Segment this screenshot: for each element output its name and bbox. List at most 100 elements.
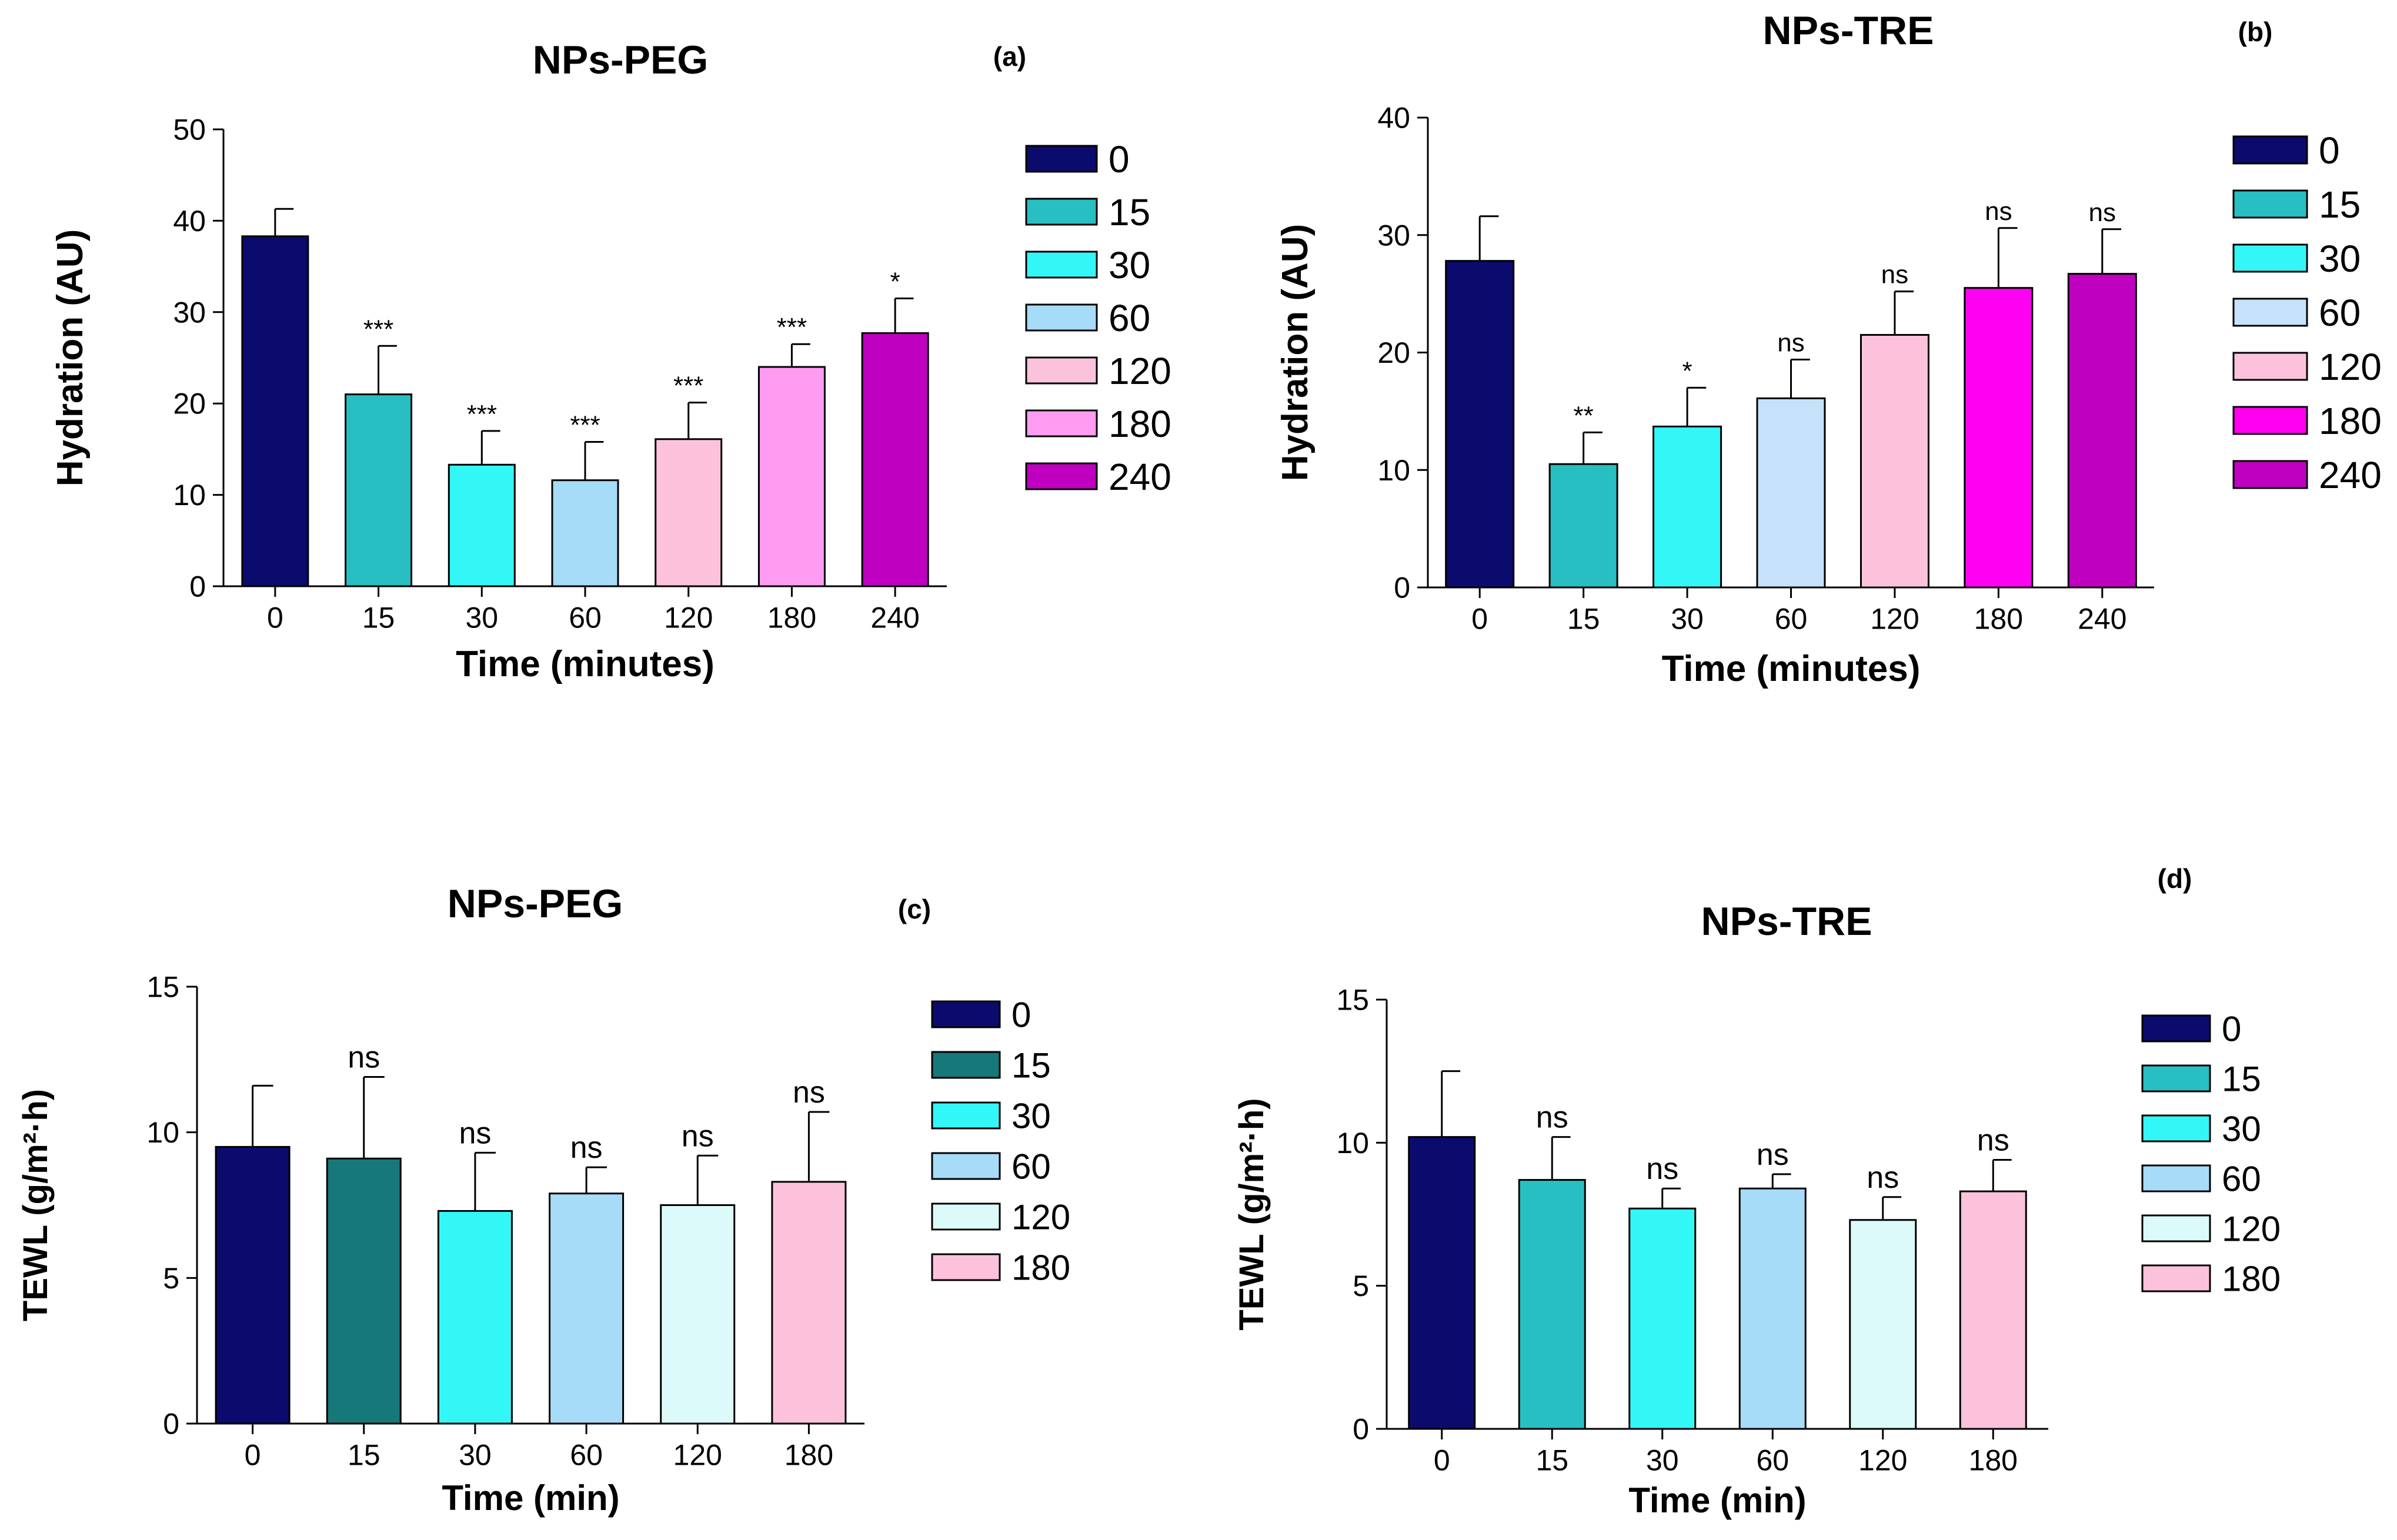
legend-label: 120 (1109, 350, 1171, 392)
legend-label: 180 (2319, 400, 2382, 442)
legend-swatch (1025, 409, 1098, 437)
legend-label: 0 (1109, 138, 1130, 181)
legend-label: 0 (2319, 129, 2340, 172)
x-tick-label: 15 (362, 602, 395, 634)
significance-label: ns (1881, 260, 1908, 289)
legend-swatch (931, 1101, 1001, 1130)
significance-label: *** (673, 372, 703, 400)
y-tick-label: 50 (173, 113, 206, 146)
significance-label: *** (570, 410, 600, 439)
legend-label: 15 (1011, 1046, 1051, 1085)
panel-label: (a) (993, 41, 1026, 72)
legend-label: 0 (2222, 1010, 2241, 1049)
significance-label: ns (1977, 1124, 2009, 1158)
legend-swatch (2232, 243, 2308, 273)
x-axis-label: Time (minutes) (456, 644, 715, 684)
x-tick-label: 0 (1471, 603, 1488, 636)
legend-swatch (2141, 1014, 2211, 1043)
legend-label: 60 (2319, 292, 2361, 334)
x-tick-label: 0 (1434, 1444, 1450, 1477)
y-axis-label: Hydration (AU) (50, 229, 91, 486)
significance-label: ns (682, 1119, 714, 1153)
significance-label: ns (1646, 1152, 1678, 1186)
significance-label: *** (467, 400, 497, 429)
chart-title: NPs-TRE (1701, 899, 1872, 944)
significance-label: ns (793, 1075, 825, 1110)
x-tick-label: 15 (1567, 603, 1600, 636)
legend-label: 240 (2319, 454, 2382, 496)
legend-swatch (931, 1051, 1001, 1079)
legend-label: 60 (2222, 1160, 2261, 1199)
bar-15 (345, 393, 413, 587)
bar-180 (757, 366, 826, 587)
panel-c: NPs-PEG (c) 0 5 10 15 TEWL (g/m²·h) Time (min) 0… (0, 764, 1198, 1540)
bar-60 (1738, 1187, 1807, 1430)
legend-swatch (2232, 298, 2308, 327)
panel-label: (d) (2158, 863, 2192, 894)
panel-label: (b) (2238, 16, 2273, 47)
bar-60 (549, 1192, 625, 1425)
x-tick-label: 120 (1858, 1444, 1907, 1477)
legend-swatch (931, 1253, 1001, 1281)
y-axis-label: Hydration (AU) (1275, 224, 1316, 481)
legend-swatch (931, 1202, 1001, 1231)
significance-label: *** (777, 313, 807, 342)
legend-swatch (2141, 1264, 2211, 1292)
significance-label: ns (459, 1116, 491, 1150)
significance-label: *** (363, 315, 393, 343)
x-tick-label: 60 (570, 1439, 603, 1472)
x-tick-label: 15 (1535, 1444, 1568, 1477)
x-tick-label: 120 (673, 1439, 722, 1472)
chart-title: NPs-PEG (533, 38, 709, 82)
significance-label: ns (1757, 1138, 1789, 1172)
significance-label: ns (2089, 198, 2116, 227)
legend-label: 120 (2319, 346, 2382, 388)
x-tick-label: 30 (465, 602, 498, 634)
legend-swatch (2141, 1214, 2211, 1242)
legend-swatch (2141, 1164, 2211, 1192)
legend-label: 60 (1109, 297, 1150, 339)
x-tick-label: 0 (245, 1439, 261, 1472)
bar-30 (448, 463, 516, 587)
y-tick-label: 15 (146, 971, 179, 1004)
bar-120 (660, 1204, 736, 1425)
legend-label: 60 (1011, 1147, 1051, 1187)
y-axis-label: TEWL (g/m²·h) (16, 1089, 55, 1321)
bar-120 (655, 438, 723, 587)
bar-0 (241, 235, 309, 587)
y-tick-label: 5 (1353, 1270, 1369, 1302)
legend-swatch (2232, 352, 2308, 381)
legend-swatch (2141, 1064, 2211, 1093)
y-tick-label: 20 (1377, 336, 1410, 369)
significance-label: ** (1574, 401, 1594, 430)
significance-label: ns (1985, 197, 2012, 226)
x-tick-label: 30 (1646, 1444, 1679, 1477)
chart-c: NPs-PEG (c) 0 5 10 15 TEWL (g/m²·h) Time (min) 0… (16, 881, 1070, 1518)
legend-swatch (2232, 460, 2308, 489)
bar-0 (1445, 260, 1515, 589)
panel-label: (c) (898, 894, 931, 924)
y-tick-label: 30 (1377, 219, 1410, 252)
significance-label: * (890, 267, 900, 296)
y-tick-label: 0 (163, 1408, 179, 1441)
legend-swatch (1025, 462, 1098, 490)
y-tick-label: 30 (173, 296, 206, 329)
bar-15 (326, 1157, 402, 1425)
y-tick-label: 40 (173, 205, 206, 238)
y-tick-label: 0 (189, 570, 206, 603)
bar-0 (1408, 1136, 1476, 1430)
y-axis-label: TEWL (g/m²·h) (1233, 1098, 1271, 1330)
bar-15 (1548, 463, 1618, 589)
bar-120 (1859, 334, 1929, 589)
x-tick-label: 60 (1775, 603, 1808, 636)
legend-label: 120 (1011, 1198, 1070, 1237)
x-tick-label: 120 (664, 602, 713, 634)
chart-a: NPs-PEG (a) 0 10 20 30 40 50 Hydration (AU) Time … (50, 38, 1171, 684)
bar-240 (861, 332, 929, 587)
y-tick-label: 20 (173, 387, 206, 420)
x-tick-label: 180 (767, 602, 816, 634)
legend-swatch (1025, 303, 1098, 332)
bar-180 (1959, 1190, 2027, 1430)
significance-label: ns (1777, 328, 1804, 357)
legend-swatch (1025, 145, 1098, 173)
